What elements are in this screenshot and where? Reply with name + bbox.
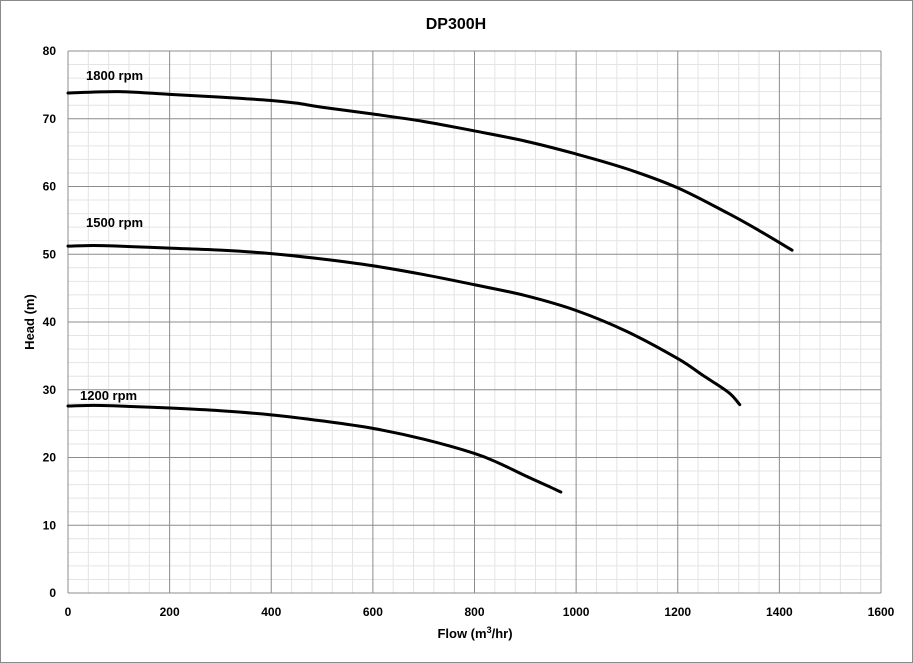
x-tick-label: 800 — [464, 605, 484, 619]
y-axis-label: Head (m) — [22, 294, 37, 350]
x-axis-label-superscript: 3 — [487, 625, 492, 635]
y-tick-label: 0 — [49, 586, 56, 600]
y-tick-label: 70 — [43, 112, 57, 126]
x-tick-label: 1200 — [664, 605, 691, 619]
x-tick-label: 200 — [160, 605, 180, 619]
x-axis-label-text: Flow (m — [437, 626, 486, 641]
curve-1800-rpm — [66, 90, 794, 252]
x-tick-label: 400 — [261, 605, 281, 619]
y-tick-label: 50 — [43, 247, 57, 261]
series-label-1500-rpm: 1500 rpm — [86, 215, 143, 230]
y-tick-label: 80 — [43, 44, 57, 58]
major-gridlines — [67, 50, 882, 594]
x-tick-label: 1400 — [766, 605, 793, 619]
chart-title: DP300H — [426, 16, 486, 33]
y-tick-label: 60 — [43, 180, 57, 194]
curves — [66, 90, 794, 494]
curve-1500-rpm — [66, 243, 742, 407]
y-tick-label: 10 — [43, 518, 57, 532]
series-labels: 1800 rpm 1500 rpm 1200 rpm — [80, 68, 143, 403]
x-tick-label: 1000 — [563, 605, 590, 619]
tick-labels: 0 200 400 600 800 1000 1200 1400 1600 0 10 20 30 40 50… — [43, 44, 895, 619]
x-tick-label: 1600 — [868, 605, 895, 619]
y-tick-label: 40 — [43, 315, 57, 329]
x-axis-label: Flow (m3/hr) — [437, 625, 512, 641]
series-label-1800-rpm: 1800 rpm — [86, 68, 143, 83]
y-tick-label: 20 — [43, 451, 57, 465]
x-tick-label: 0 — [65, 605, 72, 619]
y-tick-label: 30 — [43, 383, 57, 397]
series-label-1200-rpm: 1200 rpm — [80, 388, 137, 403]
x-tick-label: 600 — [363, 605, 383, 619]
curve-1200-rpm — [66, 403, 563, 494]
x-axis-label-unit: /hr) — [492, 626, 513, 641]
